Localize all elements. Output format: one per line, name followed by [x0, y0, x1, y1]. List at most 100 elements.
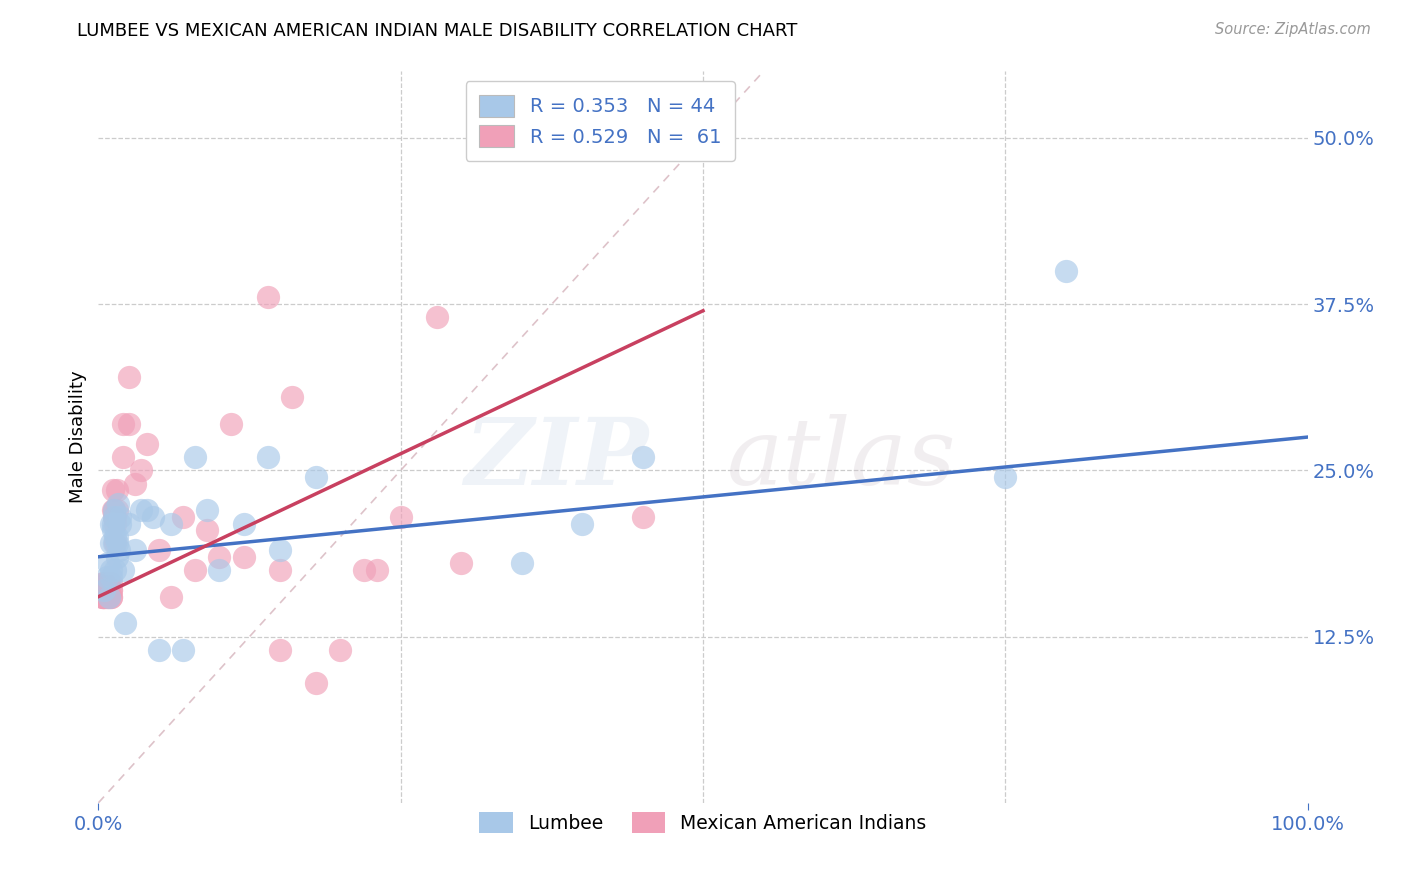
Point: [450, 557, 472, 571]
Point: [96, 570, 118, 584]
Point: [389, 509, 412, 524]
Point: [111, 417, 134, 431]
Point: [98, 590, 121, 604]
Point: [104, 563, 127, 577]
Point: [135, 503, 157, 517]
Point: [97, 557, 120, 571]
Point: [208, 563, 231, 577]
Point: [111, 450, 134, 464]
Point: [97, 582, 120, 597]
Point: [256, 450, 278, 464]
Point: [118, 516, 141, 531]
Point: [107, 497, 129, 511]
Point: [105, 549, 128, 564]
Point: [105, 503, 128, 517]
Point: [91, 590, 114, 604]
Point: [91, 582, 114, 597]
Point: [100, 516, 122, 531]
Point: [160, 590, 183, 604]
Text: ZIP: ZIP: [464, 414, 648, 504]
Point: [232, 549, 254, 564]
Point: [100, 582, 122, 597]
Point: [97, 590, 120, 604]
Point: [366, 563, 388, 577]
Point: [108, 509, 131, 524]
Point: [96, 582, 118, 597]
Point: [148, 643, 170, 657]
Point: [100, 590, 122, 604]
Point: [631, 509, 654, 524]
Point: [98, 576, 121, 591]
Point: [93, 576, 115, 591]
Point: [124, 543, 146, 558]
Point: [256, 290, 278, 304]
Point: [103, 509, 125, 524]
Point: [631, 450, 654, 464]
Point: [100, 563, 122, 577]
Point: [129, 463, 152, 477]
Point: [91, 590, 114, 604]
Point: [172, 643, 194, 657]
Point: [426, 310, 449, 325]
Point: [105, 530, 128, 544]
Point: [118, 370, 141, 384]
Point: [994, 470, 1017, 484]
Point: [93, 582, 115, 597]
Point: [91, 590, 114, 604]
Point: [104, 530, 127, 544]
Point: [105, 536, 128, 550]
Point: [100, 582, 122, 597]
Point: [129, 503, 152, 517]
Point: [98, 590, 121, 604]
Point: [100, 576, 122, 591]
Point: [96, 590, 118, 604]
Y-axis label: Male Disability: Male Disability: [69, 371, 87, 503]
Point: [269, 543, 291, 558]
Point: [353, 563, 375, 577]
Point: [148, 543, 170, 558]
Point: [93, 582, 115, 597]
Point: [118, 417, 141, 431]
Point: [1054, 264, 1077, 278]
Point: [103, 503, 125, 517]
Point: [103, 503, 125, 517]
Point: [97, 576, 120, 591]
Point: [101, 503, 124, 517]
Point: [111, 563, 134, 577]
Point: [104, 509, 127, 524]
Point: [160, 516, 183, 531]
Point: [100, 570, 122, 584]
Point: [281, 390, 304, 404]
Point: [269, 643, 291, 657]
Point: [184, 450, 207, 464]
Point: [93, 590, 115, 604]
Point: [101, 483, 124, 498]
Point: [305, 470, 328, 484]
Point: [232, 516, 254, 531]
Point: [101, 523, 124, 537]
Point: [571, 516, 593, 531]
Text: LUMBEE VS MEXICAN AMERICAN INDIAN MALE DISABILITY CORRELATION CHART: LUMBEE VS MEXICAN AMERICAN INDIAN MALE D…: [77, 22, 797, 40]
Point: [221, 417, 243, 431]
Point: [195, 523, 218, 537]
Point: [135, 436, 157, 450]
Point: [105, 483, 128, 498]
Legend: Lumbee, Mexican American Indians: Lumbee, Mexican American Indians: [468, 800, 938, 845]
Point: [108, 543, 131, 558]
Point: [269, 563, 291, 577]
Point: [104, 536, 127, 550]
Point: [142, 509, 165, 524]
Point: [172, 509, 194, 524]
Point: [104, 516, 127, 531]
Point: [195, 503, 218, 517]
Point: [108, 516, 131, 531]
Point: [305, 676, 328, 690]
Point: [329, 643, 352, 657]
Point: [91, 576, 114, 591]
Point: [96, 576, 118, 591]
Point: [103, 509, 125, 524]
Point: [94, 576, 117, 591]
Point: [510, 557, 533, 571]
Text: atlas: atlas: [727, 414, 956, 504]
Point: [100, 590, 122, 604]
